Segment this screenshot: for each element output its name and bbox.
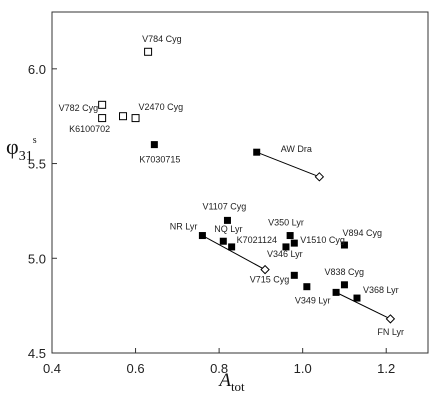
data-point-filled-square <box>340 281 348 289</box>
x-axis-title: Atot <box>217 370 245 394</box>
data-point-filled-square <box>150 141 158 149</box>
x-tick-label: 0.6 <box>127 361 145 376</box>
x-tick-label: 0.8 <box>210 361 228 376</box>
x-axis-ticks: 0.4 0.6 0.8 1.0 1.2 <box>43 348 395 376</box>
y-axis-ticks: 4.5 5.0 5.5 6.0 <box>28 62 57 361</box>
point-label: NR Lyr <box>170 222 198 232</box>
connector-line <box>335 291 391 320</box>
y-tick-label: 6.0 <box>28 62 46 77</box>
data-point-filled-square <box>353 294 361 302</box>
y-tick-label: 4.5 <box>28 346 46 361</box>
data-point-filled-square <box>282 243 290 251</box>
point-label: V368 Lyr <box>363 285 399 295</box>
point-label: V349 Lyr <box>295 296 331 306</box>
data-point-filled-square <box>290 271 298 279</box>
data-point-open-square <box>119 112 128 121</box>
y-axis-title-main: φ <box>6 134 19 159</box>
data-point-filled-square <box>332 288 340 296</box>
x-tick-label: 1.0 <box>294 361 312 376</box>
data-point-filled-square <box>223 216 231 224</box>
x-axis-title-sub: tot <box>231 379 245 394</box>
data-point-open-square <box>131 114 140 123</box>
x-tick-label: 0.4 <box>43 361 61 376</box>
x-axis-title-main: A <box>217 370 231 391</box>
point-label: K7030715 <box>139 155 180 165</box>
data-point-open-diamond <box>385 314 396 324</box>
point-label: V350 Lyr <box>268 218 304 228</box>
point-label: V1107 Cyg <box>202 201 246 211</box>
data-point-filled-square <box>219 237 227 245</box>
data-point-open-square <box>98 100 107 109</box>
y-axis-title: φ31s <box>6 134 37 164</box>
y-axis-title-sup: s <box>33 135 37 146</box>
data-point-open-diamond <box>314 172 325 182</box>
point-label: K7021124 <box>237 235 277 245</box>
data-points <box>98 47 396 324</box>
point-label: AW Dra <box>281 144 312 154</box>
point-label: V346 Lyr <box>267 249 303 259</box>
y-tick-label: 5.5 <box>28 157 46 172</box>
point-label: V894 Cyg <box>342 228 382 238</box>
point-label: V782 Cyg <box>59 103 99 113</box>
data-point-filled-square <box>286 232 294 240</box>
point-label: V2470 Cyg <box>139 102 184 112</box>
point-label: FN Lyr <box>377 327 404 337</box>
data-point-filled-square <box>340 241 348 249</box>
data-point-filled-square <box>303 283 311 291</box>
point-label: V838 Cyg <box>324 267 364 277</box>
point-label: V1510 Cyg <box>300 235 345 245</box>
data-point-open-square <box>144 47 153 56</box>
connector-lines <box>202 151 391 320</box>
data-point-filled-square <box>198 232 206 240</box>
y-tick-label: 5.0 <box>28 251 46 266</box>
data-point-open-diamond <box>260 264 270 275</box>
data-point-open-square <box>98 114 107 123</box>
x-tick-label: 1.2 <box>377 361 395 376</box>
data-point-filled-square <box>253 148 261 156</box>
connector-line <box>202 235 266 271</box>
data-point-filled-square <box>228 243 236 251</box>
data-point-filled-square <box>290 239 298 247</box>
point-label: K6100702 <box>69 124 110 134</box>
point-label: V784 Cyg <box>142 34 182 44</box>
connector-line <box>256 151 320 178</box>
point-labels: V784 Cyg V782 Cyg V2470 Cyg K6100702 K703071… <box>59 34 404 337</box>
y-axis-title-sub: 31 <box>19 149 33 164</box>
point-label: V715 Cyg <box>250 274 290 284</box>
plot-frame <box>51 11 429 354</box>
point-label: NQ Lyr <box>214 224 242 234</box>
